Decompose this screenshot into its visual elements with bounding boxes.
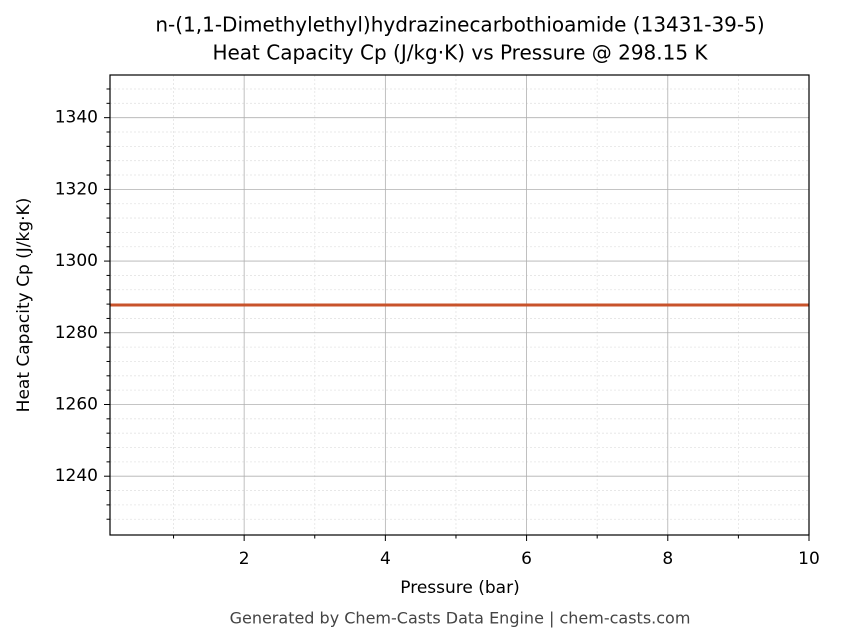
y-axis-label: Heat Capacity Cp (J/kg·K) bbox=[14, 198, 34, 413]
x-tick-label: 4 bbox=[380, 549, 391, 569]
y-tick-label: 1340 bbox=[55, 108, 98, 128]
y-tick-label: 1320 bbox=[55, 179, 98, 199]
x-tick-label: 10 bbox=[798, 549, 820, 569]
x-tick-label: 6 bbox=[521, 549, 532, 569]
y-tick-label: 1300 bbox=[55, 251, 98, 271]
y-tick-label: 1280 bbox=[55, 323, 98, 343]
y-tick-label: 1260 bbox=[55, 394, 98, 414]
x-tick-label: 8 bbox=[662, 549, 673, 569]
x-axis-label: Pressure (bar) bbox=[400, 578, 519, 598]
footer: Generated by Chem-Casts Data Engine | ch… bbox=[230, 609, 691, 628]
plot-frame bbox=[109, 74, 810, 536]
x-tick-label: 2 bbox=[239, 549, 250, 569]
y-tick-label: 1240 bbox=[55, 466, 98, 486]
chart-subtitle: Heat Capacity Cp (J/kg·K) vs Pressure @ … bbox=[212, 41, 708, 65]
chart-title: n-(1,1-Dimethylethyl)hydrazinecarbothioa… bbox=[155, 13, 764, 37]
